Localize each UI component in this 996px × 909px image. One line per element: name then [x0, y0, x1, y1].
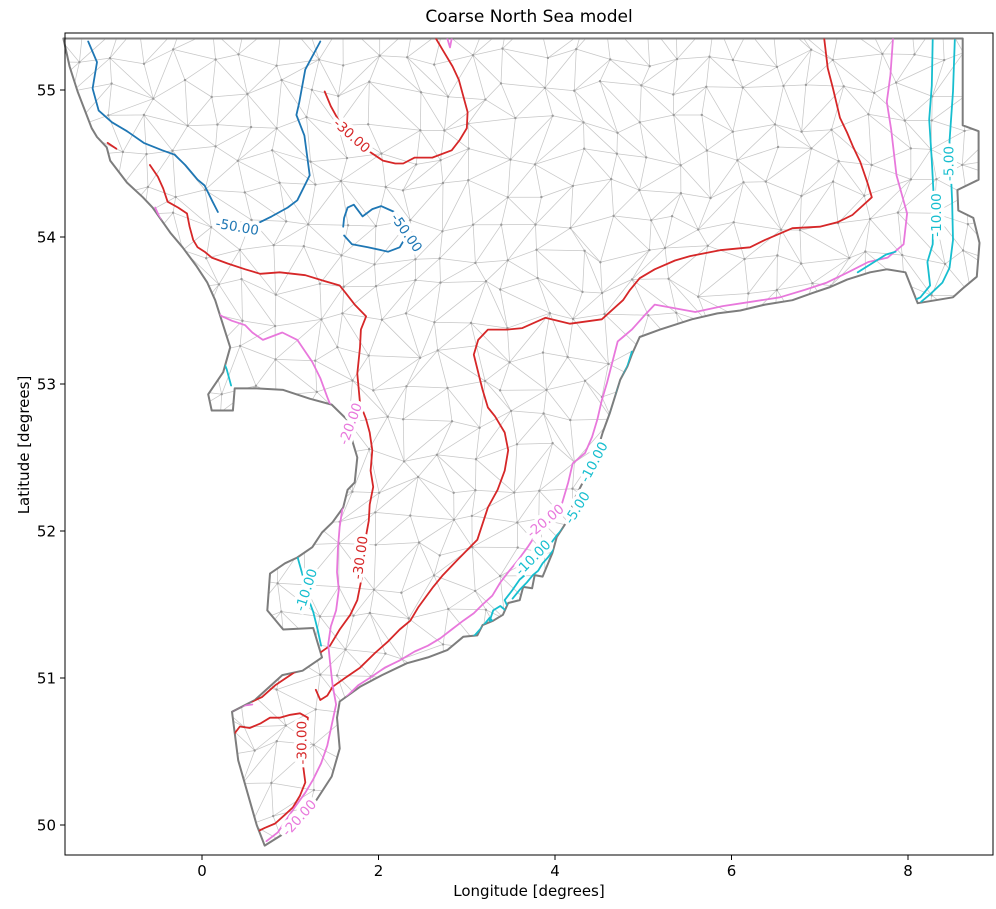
contour-line--30: [314, 38, 873, 701]
chart-title: Coarse North Sea model: [425, 7, 633, 27]
contour-label--30: -30.00: [294, 721, 310, 765]
contour-label--50: -50.00: [214, 216, 260, 239]
contour-label--5: -5.00: [562, 489, 594, 527]
contour-line--30: [149, 164, 375, 703]
contour-label--20: -20.00: [279, 797, 320, 840]
y-tick-label: 55: [37, 81, 56, 99]
x-axis-label: Longitude [degrees]: [453, 882, 605, 900]
x-tick-label: 0: [197, 862, 207, 880]
x-tick-label: 4: [550, 862, 560, 880]
contour-line--20: [446, 38, 453, 49]
contour-line--5: [920, 39, 956, 303]
contour-label--10: -10.00: [929, 193, 945, 237]
contour-line--50: [87, 40, 219, 213]
contour-label--30: -30.00: [330, 116, 373, 157]
contour-label--30: -30.00: [350, 535, 372, 580]
contour-label--20: -20.00: [336, 401, 366, 447]
contour-label--10: -10.00: [577, 439, 612, 485]
contour-line--10: [856, 250, 897, 274]
axes-frame: [64, 32, 994, 856]
y-tick-label: 50: [37, 816, 56, 834]
contour-line--10: [295, 552, 322, 647]
tick-layer: 0 2 4 6 8 50 51 52 53 54 55: [37, 81, 913, 880]
contour-label--10: -10.00: [292, 567, 321, 613]
contour-label--50: -50.00: [387, 211, 425, 256]
x-tick-label: 2: [374, 862, 384, 880]
contour-label--20: -20.00: [524, 501, 568, 541]
contour-line--10: [907, 39, 935, 305]
y-tick-label: 53: [37, 375, 56, 393]
contour-line--30: [106, 142, 118, 150]
contour-line--30: [323, 38, 469, 165]
contour-line--50: [255, 40, 322, 225]
x-tick-label: 8: [903, 862, 913, 880]
y-tick-label: 52: [37, 522, 56, 540]
contour-layer: [87, 38, 956, 843]
y-axis-label: Latitude [degrees]: [15, 375, 33, 515]
x-tick-label: 6: [727, 862, 737, 880]
y-tick-label: 51: [37, 669, 56, 687]
domain-boundary: [62, 37, 981, 847]
contour-line--50: [342, 203, 408, 253]
contour-line--30: [231, 712, 309, 834]
contour-line--20: [339, 38, 908, 709]
y-tick-label: 54: [37, 228, 56, 246]
contour-label--5: -5.00: [941, 146, 957, 181]
